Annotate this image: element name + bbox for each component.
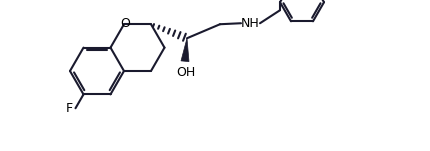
Text: F: F bbox=[65, 102, 73, 115]
Polygon shape bbox=[181, 38, 189, 62]
Text: O: O bbox=[120, 17, 130, 30]
Text: OH: OH bbox=[176, 66, 196, 79]
Text: NH: NH bbox=[241, 17, 259, 30]
